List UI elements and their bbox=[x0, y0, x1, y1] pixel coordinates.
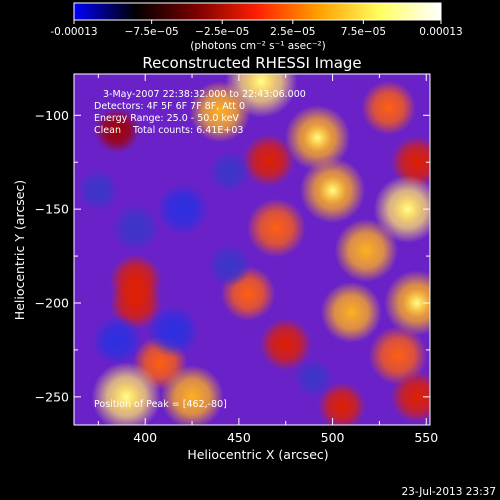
y-axis-label: Heliocentric Y (arcsec) bbox=[12, 180, 27, 320]
image-blob-core bbox=[110, 381, 143, 413]
image-blob bbox=[318, 382, 366, 425]
y-axis-ticks bbox=[74, 114, 430, 398]
y-tick-label: −150 bbox=[35, 202, 69, 217]
image-blob bbox=[156, 183, 209, 236]
image-blob bbox=[259, 318, 312, 371]
annotation-energy-range: Energy Range: 25.0 - 50.0 keV bbox=[94, 113, 239, 124]
x-tick-label: 400 bbox=[133, 430, 157, 445]
x-tick-label: 550 bbox=[414, 430, 438, 445]
image-blob bbox=[242, 134, 295, 187]
colorbar-unit-label: (photons cm⁻² s⁻¹ asec⁻²) bbox=[190, 40, 325, 52]
colorbar-tick-label: −7.5e−05 bbox=[125, 26, 179, 38]
image-blob-core bbox=[317, 175, 348, 206]
y-tick-label: −100 bbox=[35, 108, 69, 123]
annotation-clean-counts: Clean Total counts: 6.41E+03 bbox=[94, 125, 243, 136]
colorbar-gradient bbox=[74, 3, 441, 20]
x-axis-ticks bbox=[97, 74, 427, 425]
plot-frame bbox=[73, 73, 431, 426]
image-blob bbox=[390, 136, 430, 189]
image-blob bbox=[208, 151, 251, 193]
colorbar-tick-label: 0.00013 bbox=[419, 26, 462, 38]
image-blob bbox=[94, 107, 140, 154]
image-blob bbox=[207, 243, 252, 288]
x-tick-label: 450 bbox=[227, 430, 251, 445]
chart-title: Reconstructed RHESSI Image bbox=[142, 54, 361, 72]
image-blob bbox=[246, 198, 306, 258]
image-blob bbox=[294, 358, 334, 398]
image-blob-core bbox=[402, 288, 430, 318]
colorbar-frame bbox=[73, 2, 442, 21]
colorbar-tick-label: −2.5e−05 bbox=[195, 26, 249, 38]
y-tick-label: −250 bbox=[35, 389, 69, 404]
image-blob bbox=[77, 169, 119, 211]
image-blob-core bbox=[392, 193, 423, 225]
image-blob bbox=[111, 204, 160, 252]
image-blob bbox=[109, 254, 162, 307]
image-blob bbox=[92, 315, 143, 366]
image-blob-core bbox=[245, 74, 278, 98]
colorbar-tick-label: -0.00013 bbox=[50, 26, 97, 38]
image-blob-core bbox=[302, 123, 333, 153]
annotation-peak-position: Position of Peak = [462,-80] bbox=[94, 399, 227, 410]
image-blob bbox=[334, 218, 398, 283]
x-tick-label: 500 bbox=[321, 430, 345, 445]
image-blob bbox=[147, 305, 200, 358]
x-axis-tick-labels: 400 450 500 550 bbox=[133, 430, 438, 445]
image-blob bbox=[361, 80, 416, 135]
image-blob bbox=[390, 370, 430, 423]
image-blobs bbox=[77, 74, 430, 425]
plot-area bbox=[74, 74, 430, 425]
y-tick-label: −200 bbox=[35, 295, 69, 310]
colorbar-tick-label: 7.5e−05 bbox=[341, 26, 386, 38]
annotation-detectors: Detectors: 4F 5F 6F 7F 8F, Att 0 bbox=[94, 101, 245, 112]
image-blob bbox=[189, 81, 251, 143]
image-blob bbox=[320, 281, 382, 343]
colorbar: -0.00013 −7.5e−05 −2.5e−05 2.5e−05 7.5e−05 0.… bbox=[50, 2, 463, 52]
x-axis-label: Heliocentric X (arcsec) bbox=[187, 447, 328, 462]
image-blob bbox=[368, 326, 428, 385]
footer-timestamp: 23-Jul-2013 23:37 bbox=[401, 486, 496, 498]
colorbar-tick-label: 2.5e−05 bbox=[270, 26, 315, 38]
y-axis-tick-labels: −250 −200 −150 −100 bbox=[35, 108, 69, 405]
annotations: 3-May-2007 22:38:32.000 to 22:43:06.000 … bbox=[94, 89, 306, 410]
annotation-time-range: 3-May-2007 22:38:32.000 to 22:43:06.000 bbox=[103, 89, 306, 100]
image-blob bbox=[160, 365, 224, 425]
colorbar-ticks bbox=[73, 20, 442, 24]
colorbar-tick-labels: -0.00013 −7.5e−05 −2.5e−05 2.5e−05 7.5e−05 0.… bbox=[50, 26, 462, 38]
